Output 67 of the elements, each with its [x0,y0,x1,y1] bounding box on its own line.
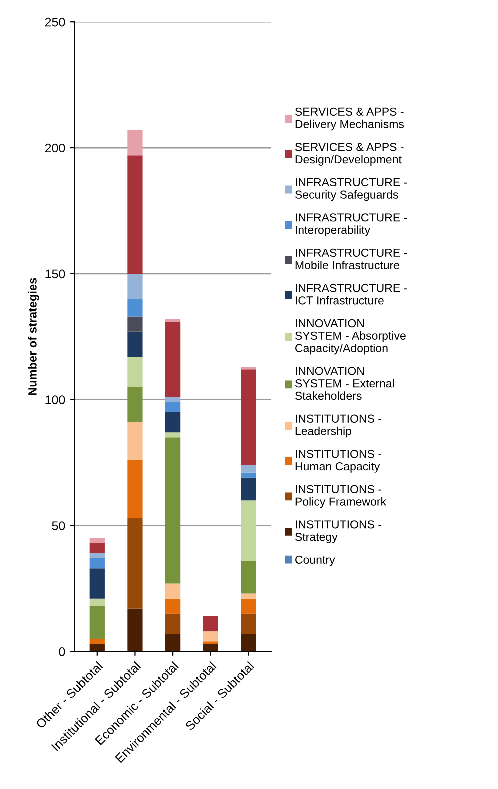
bar [128,387,143,423]
legend-label: INSTITUTIONS - Leadership [296,414,382,438]
bar [128,316,143,332]
bar [203,642,218,644]
bar [241,500,256,562]
legend-label: INFRASTRUCTURE - Security Safeguards [295,178,408,202]
y-axis-title: Number of strategies [28,278,40,396]
bar [128,332,143,358]
bar [128,357,143,388]
bar [165,397,181,402]
legend-label: INNOVATION SYSTEM - External Stakeholders [295,367,394,400]
bar [90,558,105,569]
bar [203,632,218,642]
bar [241,465,256,473]
bar [90,606,105,640]
bar [90,598,105,606]
bar [128,299,143,317]
bar [128,608,143,652]
legend-label: INFRASTRUCTURE - ICT Infrastructure [296,284,408,305]
bar [90,543,105,554]
legend-label: Country [296,556,336,566]
bar [165,432,181,438]
bar [203,644,218,652]
bar [128,422,143,460]
y-tick-label: 0 [59,648,66,656]
bar [128,460,143,518]
bar [90,644,105,652]
legend-label: INFRASTRUCTURE - Mobile Infrastructure [296,248,408,270]
bar [165,319,181,322]
bar [165,614,181,634]
bar [165,322,181,398]
bar [165,412,181,433]
legend-label: INFRASTRUCTURE - Interoperability [296,214,408,236]
legend-label: SERVICES & APPS - Design/Development [295,143,404,166]
bar [241,634,256,652]
bar [90,639,105,644]
bar [165,402,181,412]
bar [128,156,143,274]
bar [90,553,105,559]
y-tick-label: 150 [46,270,66,279]
bar [165,438,181,584]
y-tick-label: 200 [45,144,66,153]
legend-label: INSTITUTIONS - Policy Framework [296,485,387,508]
bar [165,598,181,614]
bar [165,584,181,599]
bar [90,568,105,599]
bar [90,538,105,544]
bar [241,370,256,466]
bar [241,472,256,478]
y-tick-label: 100 [46,396,66,405]
bar [241,367,256,370]
bar [203,616,218,632]
y-tick-label: 50 [52,522,66,530]
bar [241,598,256,614]
legend-label: SERVICES & APPS - Delivery Mechanisms [295,108,404,131]
bar [241,614,256,634]
bar [241,594,256,599]
bar [128,130,143,156]
bar [241,561,256,594]
bar [165,634,181,652]
legend-label: INNOVATION SYSTEM - Absorptive Capacity/Adoption [295,319,406,355]
legend-label: INSTITUTIONS - Strategy [295,520,382,544]
legend-label: INSTITUTIONS - Human Capacity [296,450,382,473]
bar [128,518,143,609]
y-tick-label: 250 [45,18,66,27]
bar [128,274,143,300]
bar [241,478,256,501]
